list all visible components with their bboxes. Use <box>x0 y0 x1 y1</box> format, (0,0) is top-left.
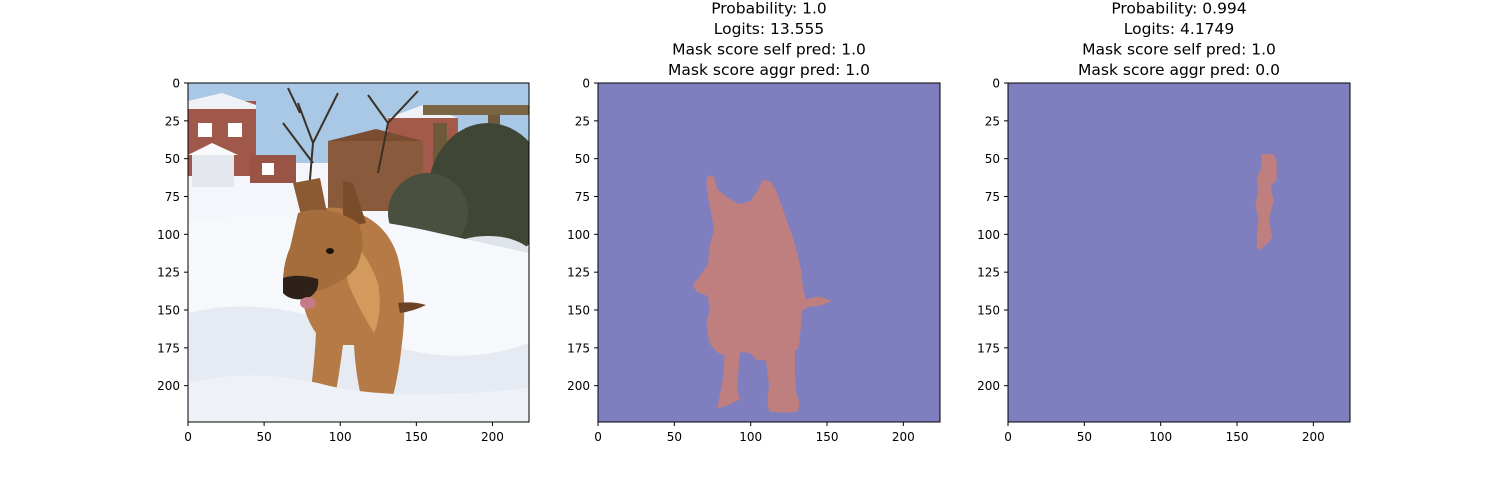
y-tick-label: 0 <box>992 77 1000 91</box>
x-tick-label: 150 <box>1226 430 1249 444</box>
x-tick-label: 200 <box>892 430 915 444</box>
title-line: Mask score self pred: 1.0 <box>1082 41 1276 59</box>
y-tick-label: 100 <box>977 228 1000 242</box>
mask-panel-2: Probability: 0.994 Logits: 4.1749 Mask sco… <box>977 0 1351 445</box>
mask-2-background <box>1008 83 1350 422</box>
y-tick-label: 150 <box>977 304 1000 318</box>
y-tick-label: 175 <box>977 341 1000 355</box>
x-tick-label: 50 <box>256 430 271 444</box>
mask-panel-1: Probability: 1.0 Logits: 13.555 Mask score… <box>567 0 941 445</box>
y-tick-label: 100 <box>567 228 590 242</box>
y-tick-label: 0 <box>582 77 590 91</box>
photo-roof-left <box>188 93 256 109</box>
y-tick-label: 75 <box>985 190 1000 204</box>
panel-0-frame <box>187 82 530 423</box>
y-tick-label: 0 <box>172 77 180 91</box>
y-tick-label: 175 <box>567 341 590 355</box>
panel-0-axes: 0 50 100 150 200 0 25 50 75 100 125 150 175 200 <box>157 77 504 445</box>
y-tick-label: 175 <box>157 341 180 355</box>
mask-1-region <box>692 175 832 413</box>
y-tick-label: 200 <box>157 379 180 393</box>
photo-dog-head <box>283 209 363 294</box>
input-image-panel: 0 50 100 150 200 0 25 50 75 100 125 150 175 200 <box>157 77 530 445</box>
y-tick-label: 75 <box>575 190 590 204</box>
y-tick-label: 75 <box>165 190 180 204</box>
panel-2-axes: 0 50 100 150 200 0 25 50 75 100 125 150 175 200 <box>977 77 1325 445</box>
photo-tree-branches <box>282 87 419 204</box>
y-tick-label: 100 <box>157 228 180 242</box>
photo-dog-right-ear <box>343 181 366 228</box>
y-tick-label: 25 <box>165 114 180 128</box>
mask-2-region <box>1255 154 1277 250</box>
title-line: Mask score aggr pred: 0.0 <box>1078 61 1280 79</box>
photo-conservatory <box>192 153 234 187</box>
x-tick-label: 0 <box>594 430 602 444</box>
dog-photo <box>188 83 529 422</box>
x-tick-label: 100 <box>739 430 762 444</box>
y-tick-label: 125 <box>977 266 1000 280</box>
title-line: Mask score aggr pred: 1.0 <box>668 61 870 79</box>
y-tick-label: 25 <box>575 114 590 128</box>
title-line: Probability: 0.994 <box>1111 0 1246 18</box>
x-tick-label: 50 <box>667 430 682 444</box>
y-tick-label: 125 <box>567 266 590 280</box>
y-tick-label: 25 <box>985 114 1000 128</box>
title-line: Mask score self pred: 1.0 <box>672 41 866 59</box>
panel-1-title: Probability: 1.0 Logits: 13.555 Mask score… <box>668 0 870 79</box>
x-tick-label: 0 <box>1004 430 1012 444</box>
y-tick-label: 150 <box>567 304 590 318</box>
y-tick-label: 150 <box>157 304 180 318</box>
x-tick-label: 200 <box>1302 430 1325 444</box>
y-tick-label: 200 <box>567 379 590 393</box>
x-tick-label: 0 <box>184 430 192 444</box>
x-tick-label: 200 <box>481 430 504 444</box>
y-tick-label: 50 <box>985 152 1000 166</box>
panel-1-axes: 0 50 100 150 200 0 25 50 75 100 125 150 175 200 <box>567 77 915 445</box>
panel-2-frame <box>1007 82 1351 423</box>
photo-dog <box>283 178 426 415</box>
panel-2-title: Probability: 0.994 Logits: 4.1749 Mask sco… <box>1078 0 1280 79</box>
x-tick-label: 150 <box>816 430 839 444</box>
title-line: Probability: 1.0 <box>711 0 827 18</box>
title-line: Logits: 13.555 <box>714 20 825 38</box>
panel-1-frame <box>597 82 941 423</box>
x-tick-label: 50 <box>1077 430 1092 444</box>
y-tick-label: 125 <box>157 266 180 280</box>
x-tick-label: 100 <box>1149 430 1172 444</box>
title-line: Logits: 4.1749 <box>1124 20 1235 38</box>
x-tick-label: 150 <box>405 430 428 444</box>
y-tick-label: 200 <box>977 379 1000 393</box>
photo-dog-tongue <box>300 297 316 309</box>
photo-dog-muzzle <box>283 275 319 300</box>
y-tick-label: 50 <box>165 152 180 166</box>
x-tick-label: 100 <box>329 430 352 444</box>
y-tick-label: 50 <box>575 152 590 166</box>
photo-dog-tail <box>398 302 426 313</box>
